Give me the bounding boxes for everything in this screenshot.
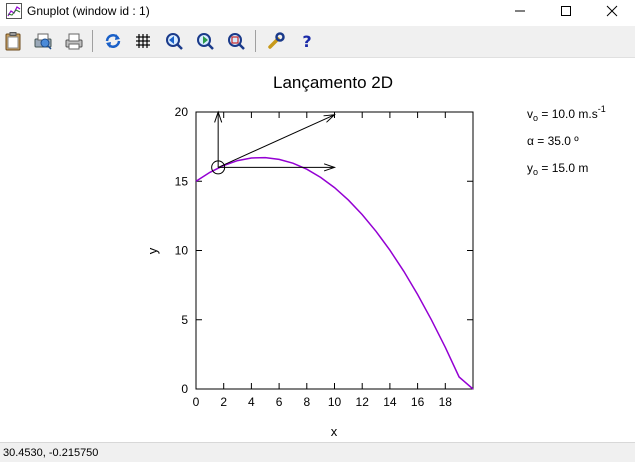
- refresh-icon: [105, 34, 121, 48]
- zoom-next-button[interactable]: [193, 29, 217, 53]
- vector-arrowhead: [323, 163, 337, 172]
- v0-symbol: v: [527, 107, 533, 121]
- gnuplot-app-icon: [6, 3, 22, 19]
- y-tick-label: 5: [181, 313, 188, 327]
- svg-text:?: ?: [302, 32, 311, 51]
- zoom-prev-icon: [166, 33, 183, 50]
- wrench-icon: [268, 32, 285, 49]
- plot-frame: [195, 111, 474, 390]
- y-axis-label: y: [145, 247, 160, 254]
- printer-icon: [34, 33, 52, 50]
- trajectory-curve: [195, 156, 474, 390]
- plot-title: Lançamento 2D: [273, 73, 393, 92]
- x-tick-label: 12: [356, 395, 370, 409]
- title-bar: Gnuplot (window id : 1): [0, 0, 635, 22]
- y-tick-label: 10: [175, 244, 189, 258]
- x-tick-label: 8: [303, 395, 310, 409]
- x-tick-label: 6: [276, 395, 283, 409]
- minimize-icon: [515, 10, 525, 12]
- cursor-coordinates: 30.4530, -0.215750: [3, 447, 99, 459]
- y-tick-label: 15: [175, 174, 189, 188]
- x-tick-label: 18: [439, 395, 453, 409]
- toolbar-separator: [92, 30, 93, 52]
- v0-superscript: -1: [598, 104, 606, 114]
- copy-clipboard-button[interactable]: [1, 29, 25, 53]
- help-icon: ?: [302, 32, 311, 51]
- y-axis-ticks: 0 5 10 15 20: [175, 105, 473, 396]
- plot-canvas[interactable]: Lançamento 2D 0 2 4 6 8 10 12 14 16 18 0 5 10 15 20 x…: [0, 59, 635, 442]
- projectile-marker: [211, 160, 226, 175]
- zoom-previous-button[interactable]: [162, 29, 186, 53]
- autoscale-button[interactable]: [224, 29, 248, 53]
- help-button[interactable]: ?: [295, 29, 319, 53]
- y0-value: = 15.0 m: [538, 161, 588, 175]
- y-tick-label: 0: [181, 382, 188, 396]
- x-tick-label: 14: [383, 395, 397, 409]
- y0-symbol: y: [527, 161, 533, 175]
- print-button[interactable]: [62, 29, 86, 53]
- x-axis-label: x: [331, 424, 338, 439]
- options-button[interactable]: [264, 29, 288, 53]
- x-tick-label: 10: [328, 395, 342, 409]
- close-icon: [606, 5, 618, 17]
- close-button[interactable]: [589, 0, 635, 22]
- replot-button[interactable]: [101, 29, 125, 53]
- print-preview-button[interactable]: [31, 29, 55, 53]
- zoom-next-icon: [197, 33, 214, 50]
- x-tick-label: 4: [248, 395, 255, 409]
- window-title: Gnuplot (window id : 1): [27, 4, 150, 18]
- y-tick-label: 20: [175, 105, 189, 119]
- vector-line: [217, 114, 335, 168]
- y0-subscript: o: [533, 167, 538, 177]
- y0-label: yo = 15.0 m: [527, 161, 588, 177]
- v0-label: vo = 10.0 m.s-1: [527, 104, 606, 123]
- x-tick-label: 2: [220, 395, 227, 409]
- printer-icon: [65, 33, 83, 50]
- plot-svg: Lançamento 2D 0 2 4 6 8 10 12 14 16 18 0 5 10 15 20 x…: [145, 73, 606, 439]
- vector-arrowhead: [214, 110, 223, 123]
- minimize-button[interactable]: [497, 0, 543, 22]
- clipboard-icon: [5, 32, 21, 51]
- x-tick-label: 16: [411, 395, 425, 409]
- v0-value: = 10.0 m.s: [538, 107, 598, 121]
- status-bar: 30.4530, -0.215750: [0, 442, 635, 462]
- v0-subscript: o: [533, 113, 538, 123]
- velocity-vectors: [214, 110, 337, 172]
- x-tick-label: 0: [193, 395, 200, 409]
- x-axis-ticks: 0 2 4 6 8 10 12 14 16 18: [193, 112, 453, 409]
- grid-icon: [136, 34, 150, 48]
- zoom-fit-icon: [228, 33, 245, 50]
- toolbar-separator: [255, 30, 256, 52]
- angle-label: α = 35.0 º: [527, 134, 579, 148]
- grid-button[interactable]: [131, 29, 155, 53]
- maximize-button[interactable]: [543, 0, 589, 22]
- vector-arrowhead: [323, 114, 336, 123]
- maximize-icon: [561, 6, 571, 16]
- toolbar: ?: [0, 26, 635, 58]
